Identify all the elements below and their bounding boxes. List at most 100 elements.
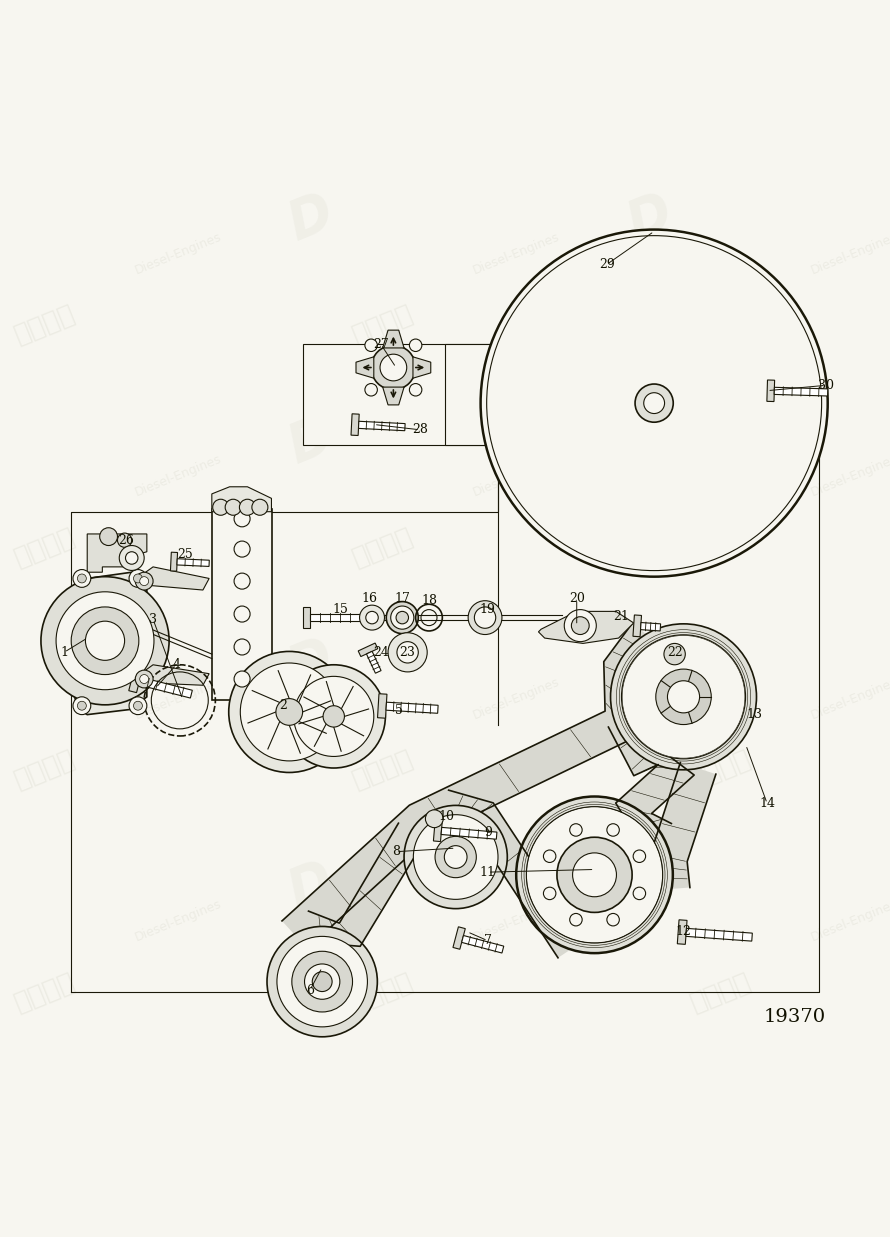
Text: Diesel-Engines: Diesel-Engines xyxy=(133,898,223,945)
Circle shape xyxy=(681,661,688,668)
Circle shape xyxy=(481,230,828,576)
Circle shape xyxy=(41,576,169,705)
Text: Diesel-Engines: Diesel-Engines xyxy=(471,675,562,722)
Text: 19: 19 xyxy=(480,604,496,616)
Text: D: D xyxy=(281,408,342,473)
Polygon shape xyxy=(774,387,828,396)
Circle shape xyxy=(404,805,507,909)
Polygon shape xyxy=(386,703,438,714)
Text: D: D xyxy=(0,408,4,473)
Polygon shape xyxy=(442,790,584,957)
Circle shape xyxy=(323,706,344,727)
Text: D: D xyxy=(619,408,680,473)
Circle shape xyxy=(643,392,665,413)
Circle shape xyxy=(526,807,663,943)
Circle shape xyxy=(487,235,821,570)
Text: 1: 1 xyxy=(61,646,68,659)
Text: 13: 13 xyxy=(747,708,763,721)
Circle shape xyxy=(213,500,229,516)
Polygon shape xyxy=(139,677,192,698)
Circle shape xyxy=(119,546,144,570)
Circle shape xyxy=(252,500,268,516)
Circle shape xyxy=(276,699,303,725)
Circle shape xyxy=(73,696,91,715)
Polygon shape xyxy=(609,710,694,847)
Text: 3: 3 xyxy=(150,612,157,626)
Polygon shape xyxy=(433,820,442,841)
Polygon shape xyxy=(212,487,271,512)
Circle shape xyxy=(229,652,350,772)
Circle shape xyxy=(435,836,476,878)
Circle shape xyxy=(360,605,384,630)
Text: Diesel-Engines: Diesel-Engines xyxy=(809,675,890,722)
Polygon shape xyxy=(383,387,404,404)
Circle shape xyxy=(661,641,668,648)
Text: D: D xyxy=(619,631,680,695)
Circle shape xyxy=(134,701,142,710)
Circle shape xyxy=(396,611,409,623)
Circle shape xyxy=(125,552,138,564)
Polygon shape xyxy=(73,573,147,715)
Text: Diesel-Engines: Diesel-Engines xyxy=(809,453,890,500)
Text: 22: 22 xyxy=(667,646,683,659)
Text: 4: 4 xyxy=(173,658,180,672)
Polygon shape xyxy=(303,823,425,946)
Polygon shape xyxy=(383,330,404,348)
Polygon shape xyxy=(141,664,209,685)
Circle shape xyxy=(234,670,250,687)
Polygon shape xyxy=(171,552,177,571)
Text: 10: 10 xyxy=(439,809,455,823)
Circle shape xyxy=(544,887,556,899)
Text: 紫发动力: 紫发动力 xyxy=(686,523,756,571)
Circle shape xyxy=(664,643,685,664)
Circle shape xyxy=(409,383,422,396)
Text: 紫发动力: 紫发动力 xyxy=(10,969,79,1017)
Circle shape xyxy=(234,640,250,654)
Text: 5: 5 xyxy=(395,704,402,716)
Circle shape xyxy=(564,610,596,642)
Circle shape xyxy=(661,661,668,668)
Polygon shape xyxy=(678,280,815,397)
Circle shape xyxy=(312,972,332,992)
Circle shape xyxy=(671,636,678,643)
Polygon shape xyxy=(282,623,662,949)
Polygon shape xyxy=(441,828,497,839)
Circle shape xyxy=(292,951,352,1012)
Text: 9: 9 xyxy=(484,825,491,839)
Circle shape xyxy=(668,680,700,713)
Polygon shape xyxy=(532,422,643,565)
Text: 18: 18 xyxy=(421,594,437,607)
Circle shape xyxy=(71,607,139,674)
Text: 紫发动力: 紫发动力 xyxy=(348,523,417,571)
Text: 17: 17 xyxy=(394,593,410,605)
Polygon shape xyxy=(445,344,676,445)
Circle shape xyxy=(657,651,664,658)
Text: 2: 2 xyxy=(279,699,287,713)
Text: 7: 7 xyxy=(484,934,491,948)
Circle shape xyxy=(100,528,117,546)
Circle shape xyxy=(73,569,91,588)
Polygon shape xyxy=(490,377,624,471)
Text: D: D xyxy=(619,854,680,918)
Circle shape xyxy=(544,850,556,862)
Circle shape xyxy=(388,633,427,672)
Polygon shape xyxy=(413,356,431,379)
Circle shape xyxy=(135,670,153,688)
Polygon shape xyxy=(507,257,642,385)
Circle shape xyxy=(365,339,377,351)
Text: 紫发动力: 紫发动力 xyxy=(10,523,79,571)
Text: Diesel-Engines: Diesel-Engines xyxy=(471,453,562,500)
Polygon shape xyxy=(679,403,821,494)
Circle shape xyxy=(468,601,502,635)
Text: 19370: 19370 xyxy=(764,1008,826,1027)
Polygon shape xyxy=(141,567,209,590)
Polygon shape xyxy=(625,239,719,376)
Circle shape xyxy=(681,641,688,648)
Polygon shape xyxy=(177,559,209,567)
Circle shape xyxy=(240,663,338,761)
Text: D: D xyxy=(0,631,4,695)
Polygon shape xyxy=(453,927,465,949)
Circle shape xyxy=(413,815,498,899)
Circle shape xyxy=(656,669,711,725)
Text: 29: 29 xyxy=(599,257,615,271)
